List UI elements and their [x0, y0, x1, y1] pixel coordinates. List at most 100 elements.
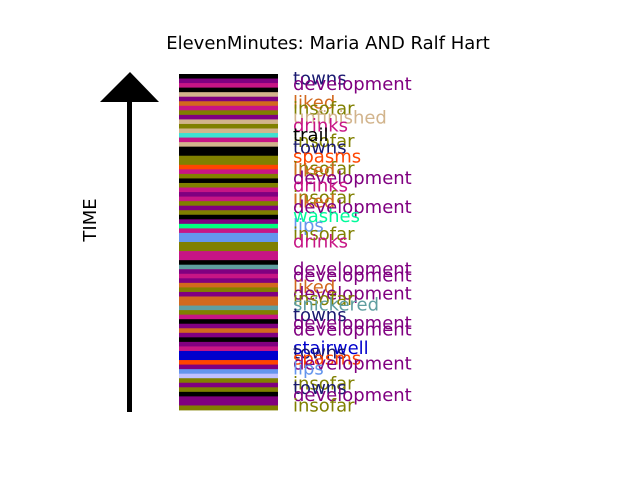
time-stripe — [179, 341, 278, 347]
time-stripe — [179, 387, 278, 393]
time-stripe — [179, 305, 278, 311]
time-stripe — [179, 223, 278, 229]
time-stripe — [179, 287, 278, 293]
time-stripe — [179, 228, 278, 234]
event-label: towns — [293, 378, 347, 399]
event-label: insofar — [293, 396, 355, 417]
time-stripe — [179, 155, 278, 161]
event-label: spasms — [293, 348, 361, 369]
time-stripe — [179, 187, 278, 193]
time-stripe — [179, 314, 278, 320]
event-label: development — [293, 320, 412, 341]
event-label: stairwell — [293, 338, 369, 359]
time-arrow — [100, 72, 159, 412]
event-label: insofar — [293, 98, 355, 119]
time-stripe — [179, 337, 278, 343]
time-stripe — [179, 273, 278, 279]
event-label: liked — [293, 277, 335, 298]
time-stripe — [179, 205, 278, 211]
time-stripe — [179, 391, 278, 397]
time-stripe — [179, 260, 278, 266]
event-label: liked — [293, 191, 335, 212]
time-stripe — [179, 105, 278, 111]
time-stripe — [179, 146, 278, 152]
time-stripe — [179, 214, 278, 220]
time-stripe — [179, 255, 278, 261]
time-stripe — [179, 242, 278, 247]
time-stripe — [179, 201, 278, 207]
time-stripe — [179, 83, 278, 89]
time-stripe — [179, 369, 278, 375]
event-label: development — [293, 353, 412, 374]
time-stripe — [179, 346, 278, 352]
event-label: insofar — [293, 131, 355, 152]
event-label: insofar — [293, 188, 355, 209]
event-label: towns — [293, 343, 347, 364]
time-stripe — [179, 192, 278, 197]
time-stripe — [179, 164, 278, 170]
time-stripe — [179, 101, 278, 107]
event-label: lips — [293, 216, 324, 237]
time-stripe — [179, 400, 278, 406]
event-label: insofar — [293, 373, 355, 394]
event-label: insofar — [293, 224, 355, 245]
time-stripe — [179, 119, 278, 125]
time-stripe — [179, 92, 278, 98]
time-stripe — [179, 74, 278, 79]
event-label: spasms — [293, 147, 361, 168]
event-label: towns — [293, 305, 347, 326]
event-label: insofar — [293, 159, 355, 180]
event-label: development — [293, 259, 412, 280]
time-stripe — [179, 355, 278, 361]
event-label: washes — [293, 206, 360, 227]
time-stripe — [179, 360, 278, 365]
event-label: drinks — [293, 115, 348, 136]
time-stripe — [179, 87, 278, 93]
time-stripe — [179, 373, 278, 379]
event-label: development — [293, 197, 412, 218]
time-stripe — [179, 78, 278, 84]
time-stripe — [179, 350, 278, 356]
time-stripe — [179, 128, 278, 134]
time-stripe — [179, 269, 278, 275]
event-label: development — [293, 74, 412, 95]
time-stripe — [179, 137, 278, 143]
time-stripe — [179, 319, 278, 325]
event-label: development — [293, 385, 412, 406]
time-stripe — [179, 96, 278, 102]
event-label: drinks — [293, 176, 348, 197]
time-stripe — [179, 114, 278, 120]
time-stripe — [179, 264, 278, 270]
event-labels: townsdevelopmentlikedinsofarunfinisheddr… — [293, 68, 412, 416]
event-label: towns — [293, 138, 347, 159]
time-stripe — [179, 133, 278, 138]
time-stripe — [179, 110, 278, 116]
time-stripe — [179, 278, 278, 284]
time-stripe — [179, 405, 278, 411]
time-stripe — [179, 364, 278, 370]
time-stripe — [179, 182, 278, 188]
time-stripe — [179, 396, 278, 402]
time-stripe — [179, 251, 278, 257]
time-stripe — [179, 151, 278, 157]
time-stripe — [179, 246, 278, 252]
event-label: unfinished — [293, 107, 387, 128]
event-label: insofar — [293, 289, 355, 310]
time-arrow-head — [100, 72, 159, 102]
stripe-bar — [179, 74, 278, 411]
time-stripe — [179, 328, 278, 334]
time-stripe — [179, 237, 278, 243]
time-stripe — [179, 310, 278, 316]
time-stripe — [179, 173, 278, 179]
time-stripe — [179, 332, 278, 338]
event-label: liked — [293, 160, 335, 181]
time-stripe — [179, 142, 278, 148]
event-label: liked — [293, 93, 335, 114]
event-label: towns — [293, 68, 347, 89]
time-stripe — [179, 160, 278, 166]
time-stripe — [179, 291, 278, 297]
time-stripe — [179, 301, 278, 306]
time-stripe — [179, 282, 278, 288]
event-label: trail — [293, 125, 329, 146]
